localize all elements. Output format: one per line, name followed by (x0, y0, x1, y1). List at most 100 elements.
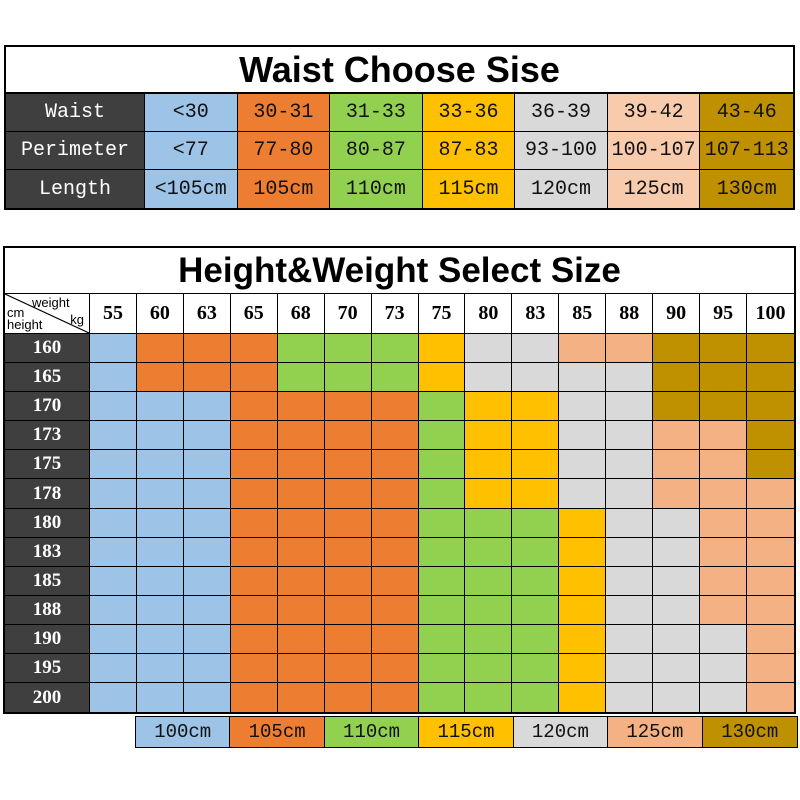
waist-row-header: Length (6, 170, 145, 208)
height-row-header: 190 (5, 624, 90, 655)
size-color-cell (653, 683, 701, 713)
corner-cell: weight kg cm height (5, 294, 90, 333)
size-color-cell (136, 334, 184, 364)
height-row-header: 178 (5, 479, 90, 509)
size-color-cell (324, 363, 372, 393)
size-color-cell (512, 508, 560, 538)
weight-column-header: 85 (559, 294, 607, 333)
size-color-cell (465, 537, 513, 567)
weight-column-header: 65 (230, 294, 278, 333)
corner-height-label: height (7, 317, 43, 332)
size-color-cell (559, 450, 607, 480)
size-color-cell (747, 450, 794, 480)
height-row-header: 160 (5, 334, 90, 364)
weight-column-header: 70 (324, 294, 372, 333)
size-color-cell (371, 479, 419, 509)
waist-value-cell: 33-36 (422, 94, 516, 132)
size-color-cell (653, 392, 701, 422)
size-color-cell (418, 595, 466, 625)
size-color-cell (324, 566, 372, 596)
size-color-cell (700, 450, 748, 480)
size-color-cell (277, 392, 325, 422)
size-legend: 100cm 105cm 110cm 115cm 120cm 125cm 130cm (135, 716, 798, 748)
diagonal-divider-icon (5, 294, 89, 333)
size-color-cell (277, 595, 325, 625)
height-row-header: 180 (5, 508, 90, 538)
waist-value-cell: 31-33 (330, 94, 423, 132)
size-color-cell (90, 654, 137, 684)
size-color-cell (371, 363, 419, 393)
size-color-cell (700, 595, 748, 625)
size-color-cell (324, 595, 372, 625)
size-color-cell (277, 508, 325, 538)
size-color-cell (700, 363, 748, 393)
size-color-cell (136, 363, 184, 393)
waist-value-cell: <30 (145, 94, 238, 132)
size-color-cell (747, 421, 794, 451)
size-color-cell (324, 683, 372, 713)
size-color-cell (136, 566, 184, 596)
size-color-cell (277, 624, 325, 655)
size-color-cell (418, 479, 466, 509)
size-color-cell (183, 683, 231, 713)
size-color-cell (90, 595, 137, 625)
size-color-cell (136, 683, 184, 713)
size-color-cell (418, 566, 466, 596)
waist-value-cell: 100-107 (607, 132, 701, 170)
size-color-cell (277, 479, 325, 509)
size-color-cell (183, 363, 231, 393)
size-color-cell (136, 421, 184, 451)
size-color-cell (606, 421, 654, 451)
size-color-cell (606, 566, 654, 596)
size-color-cell (418, 683, 466, 713)
weight-column-header: 83 (512, 294, 560, 333)
size-color-cell (371, 537, 419, 567)
height-row-header: 175 (5, 450, 90, 480)
size-color-cell (371, 595, 419, 625)
size-color-cell (418, 334, 466, 364)
size-color-cell (136, 654, 184, 684)
waist-value-cell: <77 (145, 132, 238, 170)
waist-value-cell: 43-46 (700, 94, 793, 132)
size-color-cell (747, 479, 794, 509)
size-color-cell (559, 595, 607, 625)
waist-value-cell: 87-83 (422, 132, 516, 170)
size-color-cell (371, 566, 419, 596)
size-color-cell (512, 654, 560, 684)
waist-value-cell: 39-42 (607, 94, 701, 132)
size-color-cell (371, 654, 419, 684)
size-color-cell (653, 537, 701, 567)
size-color-cell (90, 537, 137, 567)
size-color-cell (747, 595, 794, 625)
size-color-cell (183, 537, 231, 567)
size-color-cell (183, 421, 231, 451)
size-color-cell (559, 624, 607, 655)
size-color-cell (230, 334, 278, 364)
size-color-cell (747, 654, 794, 684)
size-color-cell (371, 334, 419, 364)
size-color-cell (418, 508, 466, 538)
height-row-header: 173 (5, 421, 90, 451)
corner-cm-unit: cm (7, 305, 25, 320)
size-color-cell (606, 508, 654, 538)
size-color-cell (230, 595, 278, 625)
size-color-cell (559, 363, 607, 393)
size-color-cell (512, 363, 560, 393)
size-color-cell (747, 392, 794, 422)
weight-column-header: 90 (653, 294, 701, 333)
waist-value-cell: 36-39 (515, 94, 608, 132)
size-color-cell (465, 479, 513, 509)
size-color-cell (136, 508, 184, 538)
size-color-cell (653, 508, 701, 538)
size-color-cell (183, 479, 231, 509)
size-color-cell (465, 450, 513, 480)
size-color-cell (136, 450, 184, 480)
size-color-cell (559, 537, 607, 567)
waist-value-cell: 115cm (422, 170, 516, 208)
size-color-cell (512, 479, 560, 509)
size-color-cell (371, 624, 419, 655)
size-color-cell (700, 334, 748, 364)
size-color-cell (324, 654, 372, 684)
size-color-cell (465, 595, 513, 625)
size-color-cell (700, 392, 748, 422)
